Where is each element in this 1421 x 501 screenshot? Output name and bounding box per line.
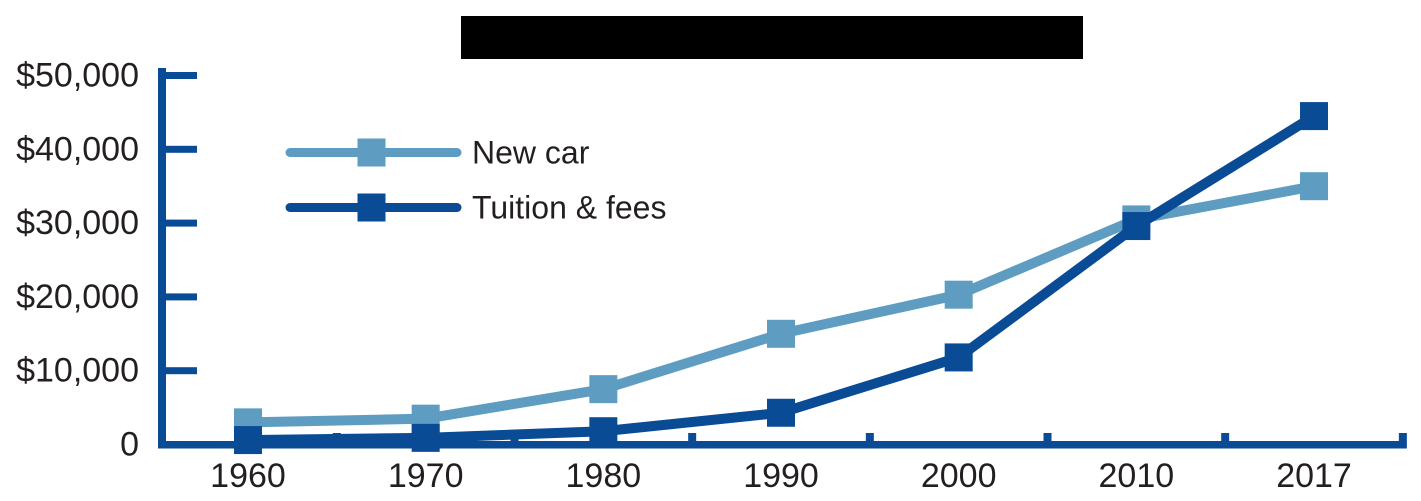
x-axis-tick-label: 1970 — [388, 457, 464, 495]
new-car-marker — [767, 319, 796, 348]
tuition-fees-marker — [944, 343, 973, 372]
y-axis-line — [158, 68, 166, 449]
new-car-marker — [589, 375, 618, 404]
legend-swatch-marker — [357, 138, 386, 167]
tuition-fees-marker — [589, 417, 618, 446]
y-axis-tick-label: $50,000 — [16, 57, 139, 95]
x-axis-tick — [688, 433, 697, 449]
tuition-fees-marker — [1122, 212, 1151, 241]
x-axis-tick — [1221, 433, 1230, 449]
y-axis-tick — [166, 367, 197, 375]
redacted-title-bar — [461, 16, 1083, 59]
x-axis-tick-label: 1990 — [743, 457, 819, 495]
tuition-fees-marker — [767, 398, 796, 427]
y-axis-tick-label: $30,000 — [16, 204, 139, 242]
tuition-fees-marker — [234, 426, 262, 455]
x-axis-line — [158, 441, 1404, 449]
x-axis-tick-label: 2000 — [921, 457, 997, 495]
legend-label: New car — [472, 135, 590, 171]
y-axis-tick — [166, 145, 197, 153]
x-axis-tick — [865, 433, 874, 449]
x-axis-tick — [1398, 433, 1407, 449]
y-axis-tick — [166, 72, 197, 79]
new-car-marker — [944, 280, 973, 309]
y-axis-tick-label: $10,000 — [16, 352, 139, 390]
x-axis-tick — [1043, 433, 1052, 449]
tuition-fees-marker — [1300, 102, 1329, 131]
new-car-line — [243, 181, 1320, 428]
y-axis-tick-label: 0 — [120, 426, 139, 464]
legend-swatch-marker — [357, 193, 386, 222]
y-axis-tick — [166, 219, 197, 227]
x-axis-tick-label: 1960 — [210, 457, 286, 495]
y-axis-tick-label: $40,000 — [16, 130, 139, 168]
x-axis-tick — [510, 433, 519, 449]
x-axis-tick-label: 1980 — [566, 457, 642, 495]
legend-label: Tuition & fees — [472, 190, 666, 226]
x-axis-tick-label: 2017 — [1276, 457, 1352, 495]
y-axis-tick-label: $20,000 — [16, 278, 139, 316]
tuition-fees-marker — [411, 423, 440, 452]
y-axis-tick — [166, 293, 197, 301]
tuition-fees-line — [243, 111, 1320, 446]
x-axis-tick-label: 2010 — [1099, 457, 1175, 495]
new-car-marker — [1300, 172, 1329, 201]
